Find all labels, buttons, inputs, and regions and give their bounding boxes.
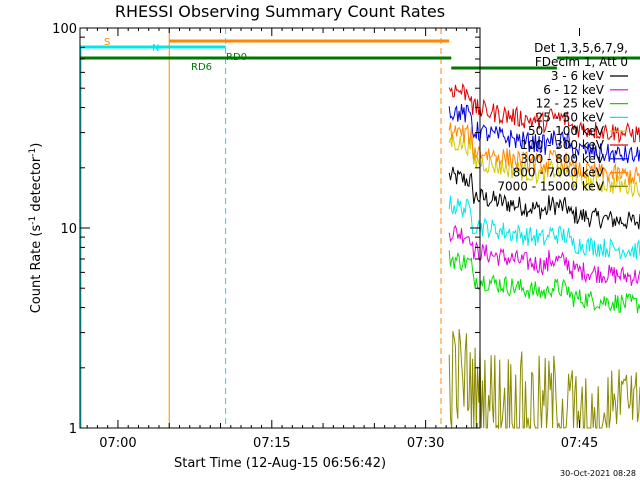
rd0-label: RD0 <box>226 52 247 63</box>
legend-entry-label: 100 - 300 keV <box>520 138 604 152</box>
legend-entry-label: 25 - 50 keV <box>536 110 605 124</box>
legend-entry-label: 800 - 7000 keV <box>513 166 605 180</box>
legend-header-1: Det 1,3,5,6,7,9, <box>534 41 628 55</box>
series-trace <box>448 250 640 314</box>
y-axis-label-end: ) <box>29 143 44 148</box>
y-axis-label: Count Rate (s-1 detector-1) <box>28 143 44 314</box>
series-trace <box>448 122 640 185</box>
x-tick-label: 07:00 <box>99 436 136 451</box>
y-tick-label: 10 <box>60 222 77 237</box>
series-trace <box>448 195 640 260</box>
y-axis-label-sup2: -1 <box>28 148 38 157</box>
legend-entry-label: 7000 - 15000 keV <box>497 179 604 193</box>
legend-entry-label: 12 - 25 keV <box>536 97 605 111</box>
saa-label: S <box>104 37 110 48</box>
legend-entry-label: 6 - 12 keV <box>543 83 605 97</box>
chart-title: RHESSI Observing Summary Count Rates <box>115 2 445 21</box>
legend-entry-label: 50 - 100 keV <box>528 124 605 138</box>
legend-entry-label: 300 - 800 keV <box>520 152 604 166</box>
legend-header-2: FDecim 1, Att 0 <box>535 55 628 69</box>
x-tick-label: 07:45 <box>561 436 598 451</box>
night-label: N <box>152 43 159 54</box>
series-trace <box>448 103 640 164</box>
y-axis-label-mid: detector <box>29 156 44 216</box>
legend: Det 1,3,5,6,7,9, FDecim 1, Att 0 3 - 6 k… <box>497 41 628 193</box>
data-series <box>448 82 640 430</box>
x-tick-label: 07:15 <box>253 436 290 451</box>
plot-frame <box>79 27 481 429</box>
y-tick-label: 100 <box>52 22 77 37</box>
rd6-label: RD6 <box>191 62 212 73</box>
series-trace <box>448 82 640 144</box>
y-axis-ticks: 1 10 100 <box>52 22 480 437</box>
y-axis-label-sup1: -1 <box>28 216 38 225</box>
y-axis-label-main: Count Rate (s <box>29 225 44 314</box>
x-tick-label: 07:30 <box>407 436 444 451</box>
series-trace <box>448 328 640 430</box>
y-tick-label: 1 <box>69 422 77 437</box>
footer-date: 30-Oct-2021 08:28 <box>560 469 636 478</box>
series-trace <box>448 166 640 230</box>
legend-entry-label: 3 - 6 keV <box>551 69 605 83</box>
series-trace <box>448 224 640 286</box>
series-trace <box>448 135 640 198</box>
x-axis-label: Start Time (12-Aug-15 06:56:42) <box>174 456 386 471</box>
